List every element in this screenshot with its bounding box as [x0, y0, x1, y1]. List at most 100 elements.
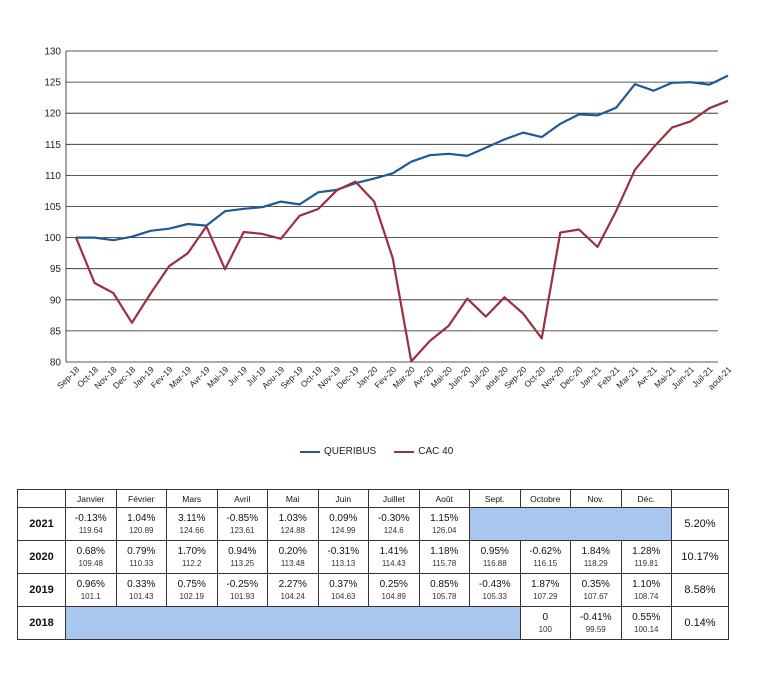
index-value: 126.04: [432, 526, 457, 535]
monthly-return: -0.43%: [478, 579, 511, 590]
month-cell: -0.43% 105.33: [469, 573, 521, 607]
month-header: Nov.: [570, 489, 622, 508]
index-value: 101.43: [129, 592, 154, 601]
y-tick-label: 95: [50, 264, 62, 275]
month-cell: -0.85% 123.61: [216, 507, 268, 541]
legend-item-queribus: QUERIBUS: [300, 446, 376, 457]
monthly-return: 1.70%: [177, 546, 206, 557]
index-value: 105.78: [432, 592, 457, 601]
month-header: Déc.: [620, 489, 672, 508]
month-cell: -0.25% 101.93: [216, 573, 268, 607]
index-value: 104.24: [280, 592, 305, 601]
monthly-return: -0.31%: [327, 546, 360, 557]
month-cell: 0.20% 113.48: [267, 540, 319, 574]
line-chart: 80 85 90 95 100 105 110 115 120 125 130 Sep-18Oct-…: [44, 47, 734, 392]
index-value: 118.29: [583, 559, 608, 568]
year-cell: 2021: [17, 507, 66, 541]
index-value: 124.6: [383, 526, 404, 535]
table-header-row: Janvier Février Mars Avril Mai Juin Juillet Aoû…: [17, 489, 729, 508]
month-cell: 1.84% 118.29: [570, 540, 622, 574]
month-cell: 0.55% 100.14: [620, 606, 672, 640]
y-tick-label: 85: [50, 326, 62, 337]
index-value: 107.29: [533, 592, 558, 601]
monthly-return: -0.62%: [529, 546, 562, 557]
index-value: 116.15: [533, 559, 558, 568]
index-value: 113.48: [280, 559, 305, 568]
index-value: 115.78: [432, 559, 457, 568]
monthly-return: 1.28%: [632, 546, 661, 557]
monthly-return: 1.18%: [430, 546, 459, 557]
monthly-return: 0.25%: [379, 579, 408, 590]
month-header: Août: [418, 489, 470, 508]
month-cell: 3.11% 124.66: [166, 507, 218, 541]
table-row: 2019 0.96% 101.1 0.33% 101.43 0.75% 102.19 -0.2…: [17, 573, 729, 607]
monthly-return: 0.96%: [76, 579, 105, 590]
monthly-return: 0.68%: [76, 546, 105, 557]
monthly-return: 0.85%: [430, 579, 459, 590]
year-cell: 2018: [17, 606, 66, 640]
annual-total-cell: 0.14%: [671, 606, 729, 640]
monthly-return: -0.13%: [74, 513, 107, 524]
monthly-return: -0.85%: [226, 513, 259, 524]
y-tick-label: 105: [44, 202, 61, 213]
month-cell: -0.13% 119.64: [65, 507, 117, 541]
month-cell: 1.70% 112.2: [166, 540, 218, 574]
legend-label: CAC 40: [418, 446, 454, 457]
annual-total-cell: 10.17%: [671, 540, 729, 574]
index-value: 119.81: [634, 559, 659, 568]
table-row: 2018 0 100 -0.41% 99.59 0.55% 100.14 0.14%: [17, 606, 729, 640]
monthly-return: 3.11%: [177, 513, 206, 524]
index-value: 113.25: [230, 559, 255, 568]
y-tick-label: 120: [44, 109, 61, 120]
month-cell: 1.03% 124.88: [267, 507, 319, 541]
y-tick-label: 115: [45, 140, 61, 151]
month-cell: 1.28% 119.81: [620, 540, 672, 574]
x-tick-label: Jui-19: [226, 364, 250, 388]
series-line-cac40: [74, 99, 729, 363]
month-cell: 0.35% 107.67: [570, 573, 622, 607]
x-axis-ticks: Sep-18Oct-18Nov-18Dec-18Jan-19Fev-19Mar-…: [55, 364, 734, 392]
y-tick-label: 90: [50, 295, 62, 306]
index-value: 124.88: [280, 526, 305, 535]
index-value: 101.1: [80, 592, 101, 601]
month-cell: 1.10% 108.74: [620, 573, 672, 607]
legend-label: QUERIBUS: [324, 446, 377, 457]
monthly-return: 1.04%: [127, 513, 156, 524]
month-cell: 1.15% 126.04: [418, 507, 470, 541]
month-cell: 2.27% 104.24: [267, 573, 319, 607]
index-value: 105.33: [482, 592, 507, 601]
empty-highlight-cell: [469, 507, 672, 541]
monthly-return: 0.35%: [581, 579, 610, 590]
index-value: 114.43: [381, 559, 406, 568]
month-cell: 0.96% 101.1: [65, 573, 117, 607]
index-value: 124.66: [179, 526, 204, 535]
index-value: 100: [538, 625, 552, 634]
index-value: 113.13: [331, 559, 356, 568]
monthly-return: 1.15%: [430, 513, 459, 524]
month-cell: -0.41% 99.59: [570, 606, 622, 640]
index-value: 124.99: [331, 526, 356, 535]
monthly-return: 0.94%: [228, 546, 257, 557]
month-cell: 0.79% 110.33: [115, 540, 167, 574]
month-header: Juin: [317, 489, 369, 508]
index-value: 108.74: [634, 592, 659, 601]
y-tick-label: 125: [44, 78, 61, 89]
monthly-return: 0: [542, 612, 549, 623]
monthly-return: 2.27%: [278, 579, 307, 590]
monthly-return: 0.09%: [329, 513, 358, 524]
month-cell: 0.75% 102.19: [166, 573, 218, 607]
month-cell: 1.04% 120.89: [115, 507, 167, 541]
monthly-return: -0.25%: [226, 579, 259, 590]
index-value: 110.33: [129, 559, 154, 568]
month-cell: 0.09% 124.99: [317, 507, 369, 541]
monthly-return: 0.79%: [127, 546, 156, 557]
index-value: 102.19: [179, 592, 204, 601]
month-header: Mai: [267, 489, 319, 508]
month-header: Janvier: [65, 489, 117, 508]
month-cell: 0.95% 116.88: [469, 540, 521, 574]
monthly-return: 1.87%: [531, 579, 560, 590]
index-value: 112.2: [182, 559, 202, 568]
monthly-return: -0.41%: [579, 612, 612, 623]
annual-total-cell: 8.58%: [671, 573, 729, 607]
legend-item-cac40: CAC 40: [394, 446, 453, 457]
